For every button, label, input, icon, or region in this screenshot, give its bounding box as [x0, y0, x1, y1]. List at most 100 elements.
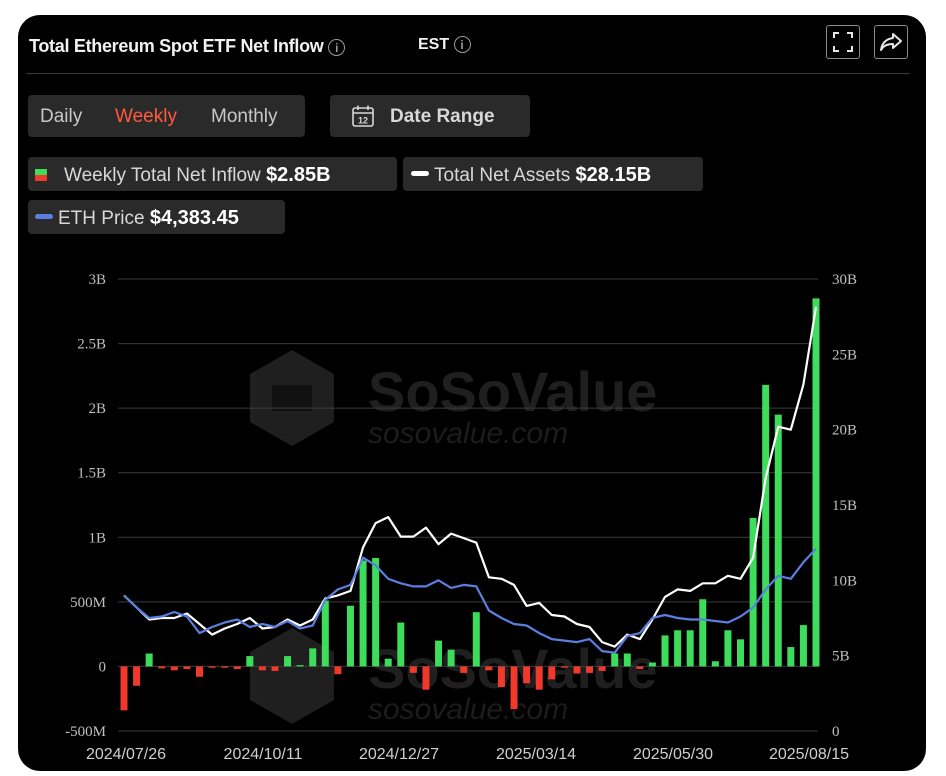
x-axis-tick-label: 2025/05/30: [633, 746, 713, 763]
net-assets-line[interactable]: [123, 306, 818, 648]
inflow-bar[interactable]: [422, 666, 430, 690]
inflow-bar[interactable]: [170, 666, 178, 671]
inflow-bar[interactable]: [359, 560, 367, 667]
inflow-bar[interactable]: [133, 666, 141, 686]
date-range-label: Date Range: [390, 106, 495, 127]
right-axis-tick-label: 10B: [832, 573, 857, 589]
inflow-bar[interactable]: [460, 666, 468, 673]
inflow-bar[interactable]: [158, 666, 166, 669]
title-info-icon[interactable]: i: [328, 38, 346, 56]
inflow-bar[interactable]: [321, 600, 329, 667]
watermark-logo-icon: [250, 350, 334, 446]
inflow-bar[interactable]: [623, 653, 631, 667]
timezone-selector[interactable]: EST i: [418, 36, 471, 54]
inflow-bar[interactable]: [258, 666, 266, 671]
x-axis-tick-label: 2024/07/26: [86, 746, 166, 763]
inflow-bar[interactable]: [145, 653, 153, 667]
inflow-bar[interactable]: [535, 666, 543, 690]
card-header: Total Ethereum Spot ETF Net Inflow i EST…: [18, 15, 926, 75]
right-axis-tick-label: 5B: [832, 649, 850, 665]
inflow-bar[interactable]: [799, 625, 807, 667]
inflow-bar[interactable]: [271, 666, 279, 671]
inflow-bar[interactable]: [409, 666, 417, 673]
inflow-bar[interactable]: [636, 666, 644, 670]
tab-monthly[interactable]: Monthly: [211, 106, 278, 127]
legend-eth-price[interactable]: ETH Price $4,383.45: [28, 200, 285, 234]
inflow-bar[interactable]: [195, 666, 203, 677]
inflow-bar[interactable]: [233, 666, 241, 670]
left-axis-tick-label: 1.5B: [77, 466, 106, 482]
inflow-bar[interactable]: [472, 612, 480, 667]
inflow-bar[interactable]: [485, 666, 493, 671]
right-axis: 30B 25B 20B 15B 10B 5B 0: [832, 272, 857, 740]
tab-daily[interactable]: Daily: [40, 106, 83, 127]
inflow-bar[interactable]: [648, 662, 656, 667]
inflow-bar[interactable]: [120, 666, 128, 711]
header-divider: [26, 73, 910, 74]
x-axis: 2024/07/26 2024/10/11 2024/12/27 2025/03/14…: [86, 746, 849, 763]
inflow-bar[interactable]: [447, 649, 455, 667]
net-assets-swatch-icon: [411, 171, 429, 176]
inflow-bar[interactable]: [686, 630, 694, 667]
watermark: SoSoValue sosovalue.com: [250, 350, 657, 450]
eth-price-line[interactable]: [123, 547, 817, 654]
share-icon: [880, 33, 902, 51]
tab-weekly[interactable]: Weekly: [115, 106, 177, 127]
interval-tabs: Daily Weekly Monthly: [28, 95, 305, 137]
right-axis-tick-label: 15B: [832, 498, 857, 514]
inflow-bar[interactable]: [611, 653, 619, 667]
inflow-bar[interactable]: [334, 666, 342, 675]
inflow-bar[interactable]: [674, 630, 682, 667]
inflow-bar[interactable]: [221, 666, 229, 668]
inflow-bar[interactable]: [560, 666, 568, 668]
date-range-button[interactable]: 12 Date Range: [330, 95, 530, 137]
chart-plot: SoSoValue sosovalue.com SoSoValue sosova…: [65, 272, 857, 763]
inflow-bar[interactable]: [284, 656, 292, 667]
inflow-bar[interactable]: [774, 414, 782, 667]
inflow-bar[interactable]: [749, 517, 757, 667]
inflow-bar[interactable]: [711, 661, 719, 667]
timezone-info-icon[interactable]: i: [453, 36, 471, 54]
left-axis: 3B 2.5B 2B 1.5B 1B 500M 0 -500M: [65, 272, 106, 740]
inflow-bar[interactable]: [435, 640, 443, 667]
inflow-bar[interactable]: [384, 658, 392, 667]
inflow-bar[interactable]: [523, 666, 531, 684]
inflow-bar[interactable]: [510, 666, 518, 710]
inflow-bar[interactable]: [699, 599, 707, 667]
calendar-icon: 12: [352, 105, 374, 127]
inflow-bar[interactable]: [787, 647, 795, 667]
left-axis-tick-label: 1B: [88, 530, 106, 546]
etf-chart-card: Total Ethereum Spot ETF Net Inflow i EST…: [18, 15, 926, 771]
fullscreen-button[interactable]: [826, 25, 860, 59]
inflow-bar[interactable]: [586, 666, 594, 673]
inflow-bar[interactable]: [724, 630, 732, 667]
inflow-bar[interactable]: [598, 666, 606, 671]
legend-net-inflow[interactable]: Weekly Total Net Inflow $2.85B: [28, 157, 397, 191]
right-axis-tick-label: 20B: [832, 423, 857, 439]
legend-net-assets[interactable]: Total Net Assets $28.15B: [403, 157, 703, 191]
inflow-bar[interactable]: [762, 384, 770, 667]
inflow-bar[interactable]: [737, 639, 745, 667]
share-button[interactable]: [874, 25, 908, 59]
inflow-bar[interactable]: [246, 656, 254, 667]
inflow-bar[interactable]: [812, 298, 820, 667]
inflow-bar[interactable]: [346, 605, 354, 667]
inflow-bar[interactable]: [372, 557, 380, 667]
watermark-brand: SoSoValue: [368, 360, 657, 423]
inflow-bar[interactable]: [397, 622, 405, 667]
inflow-bar[interactable]: [309, 648, 317, 667]
inflow-bar[interactable]: [661, 635, 669, 667]
watermark-lower-logo-icon: [250, 628, 334, 724]
inflow-bar[interactable]: [548, 666, 556, 680]
inflow-bar[interactable]: [296, 665, 304, 667]
x-axis-tick-label: 2025/03/14: [496, 746, 576, 763]
x-axis-tick-label: 2025/08/15: [769, 746, 849, 763]
inflow-bar[interactable]: [183, 666, 191, 670]
inflow-bar[interactable]: [497, 666, 505, 688]
inflow-bar[interactable]: [208, 666, 216, 668]
right-axis-tick-label: 25B: [832, 347, 857, 363]
left-axis-tick-label: 2B: [88, 401, 106, 417]
left-axis-tick-label: 500M: [70, 595, 106, 611]
left-axis-tick-label: 0: [99, 659, 107, 675]
inflow-bar[interactable]: [573, 666, 581, 674]
